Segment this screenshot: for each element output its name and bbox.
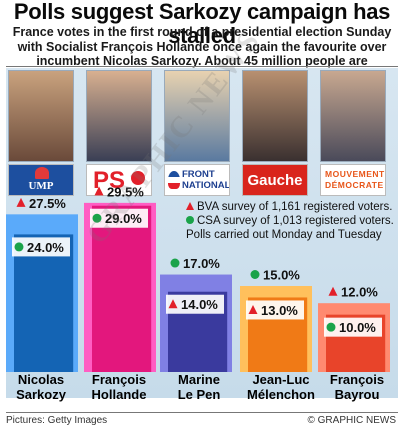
- name-line: Nicolas: [17, 372, 65, 387]
- value-label: 27.5%: [29, 196, 66, 211]
- value-label-box: [166, 294, 224, 314]
- name-line: François: [91, 372, 147, 387]
- triangle-icon: [168, 299, 178, 309]
- bar-front: [92, 205, 152, 372]
- candidate-name: François Bayrou: [318, 372, 396, 402]
- value-label: 29.5%: [107, 184, 144, 199]
- tree-icon: [35, 167, 49, 179]
- dot-icon: [326, 322, 336, 332]
- candidate-name: François Hollande: [80, 372, 158, 402]
- dot-icon: [170, 258, 180, 268]
- dot-icon: [92, 213, 102, 223]
- rose-icon: [131, 171, 145, 185]
- legend-item-bva: BVA survey of 1,161 registered voters.: [186, 200, 398, 214]
- page-title: Polls suggest Sarkozy campaign has stall…: [13, 0, 391, 48]
- flame-icon: [168, 171, 180, 189]
- party-logo-text: MOUVEMENT DÉMOCRATE: [325, 169, 385, 190]
- triangle-icon: [248, 304, 258, 314]
- value-label-box: [12, 237, 70, 257]
- party-logo-fn: FRONT NATIONAL: [164, 164, 230, 196]
- triangle-icon: [94, 186, 104, 196]
- party-logo-text: UMP: [28, 180, 54, 192]
- value-label: 10.0%: [339, 320, 376, 335]
- value-label-box: [324, 317, 382, 337]
- value-label: 15.0%: [263, 268, 300, 283]
- name-line: Mélenchon: [247, 387, 315, 402]
- legend-label-bva: BVA survey of 1,161 registered voters.: [197, 201, 393, 213]
- name-line: Bayrou: [334, 387, 380, 402]
- candidate-name: Jean-Luc Mélenchon: [242, 372, 320, 402]
- candidate-photo-bayrou: [320, 70, 386, 162]
- legend-label-csa: CSA survey of 1,013 registered voters.: [197, 215, 394, 227]
- party-logo-text: FRONT NATIONAL: [182, 169, 230, 191]
- candidate-photo-lepen: [164, 70, 230, 162]
- value-label: 14.0%: [181, 297, 218, 312]
- value-label: 12.0%: [341, 285, 378, 300]
- candidate-photo-sarkozy: [8, 70, 74, 162]
- value-label: 29.0%: [105, 211, 142, 226]
- value-label: 24.0%: [27, 240, 64, 255]
- party-logo-modem: MOUVEMENT DÉMOCRATE: [320, 164, 386, 196]
- value-label-box: [90, 208, 148, 228]
- bar-front: [14, 234, 74, 372]
- triangle-icon: [186, 202, 194, 210]
- top-divider: [6, 66, 398, 67]
- candidate-names: Nicolas Sarkozy François Hollande Marine Le…: [0, 372, 404, 420]
- value-label: 17.0%: [183, 256, 220, 271]
- name-line: François: [329, 372, 385, 387]
- chart-legend: BVA survey of 1,161 registered voters. C…: [186, 200, 398, 242]
- candidate-photo-melenchon: [242, 70, 308, 162]
- triangle-icon: [328, 286, 338, 296]
- name-line: Le Pen: [177, 387, 221, 402]
- party-logo-text: Gauche: [247, 172, 303, 189]
- name-line: Sarkozy: [16, 387, 66, 402]
- dot-icon: [250, 270, 260, 279]
- legend-item-csa: CSA survey of 1,013 registered voters.: [186, 214, 398, 228]
- legend-note: Polls carried out Monday and Tuesday: [186, 229, 382, 241]
- name-line: Jean-Luc: [252, 372, 310, 387]
- value-label: 13.0%: [261, 303, 298, 318]
- value-label-box: [246, 300, 304, 320]
- dot-icon: [14, 242, 24, 252]
- triangle-icon: [16, 197, 26, 207]
- name-line: Marine: [178, 372, 220, 387]
- dot-icon: [186, 216, 194, 224]
- candidate-photo-hollande: [86, 70, 152, 162]
- party-logo-ump: UMP: [8, 164, 74, 196]
- name-line: Hollande: [91, 387, 147, 402]
- bottom-divider: [6, 412, 398, 413]
- candidate-name: Nicolas Sarkozy: [2, 372, 80, 402]
- party-logo-gauche: Gauche: [242, 164, 308, 196]
- copyright-notice: © GRAPHIC NEWS: [307, 415, 397, 426]
- candidate-name: Marine Le Pen: [160, 372, 238, 402]
- photo-credit: Pictures: Getty Images: [6, 415, 108, 426]
